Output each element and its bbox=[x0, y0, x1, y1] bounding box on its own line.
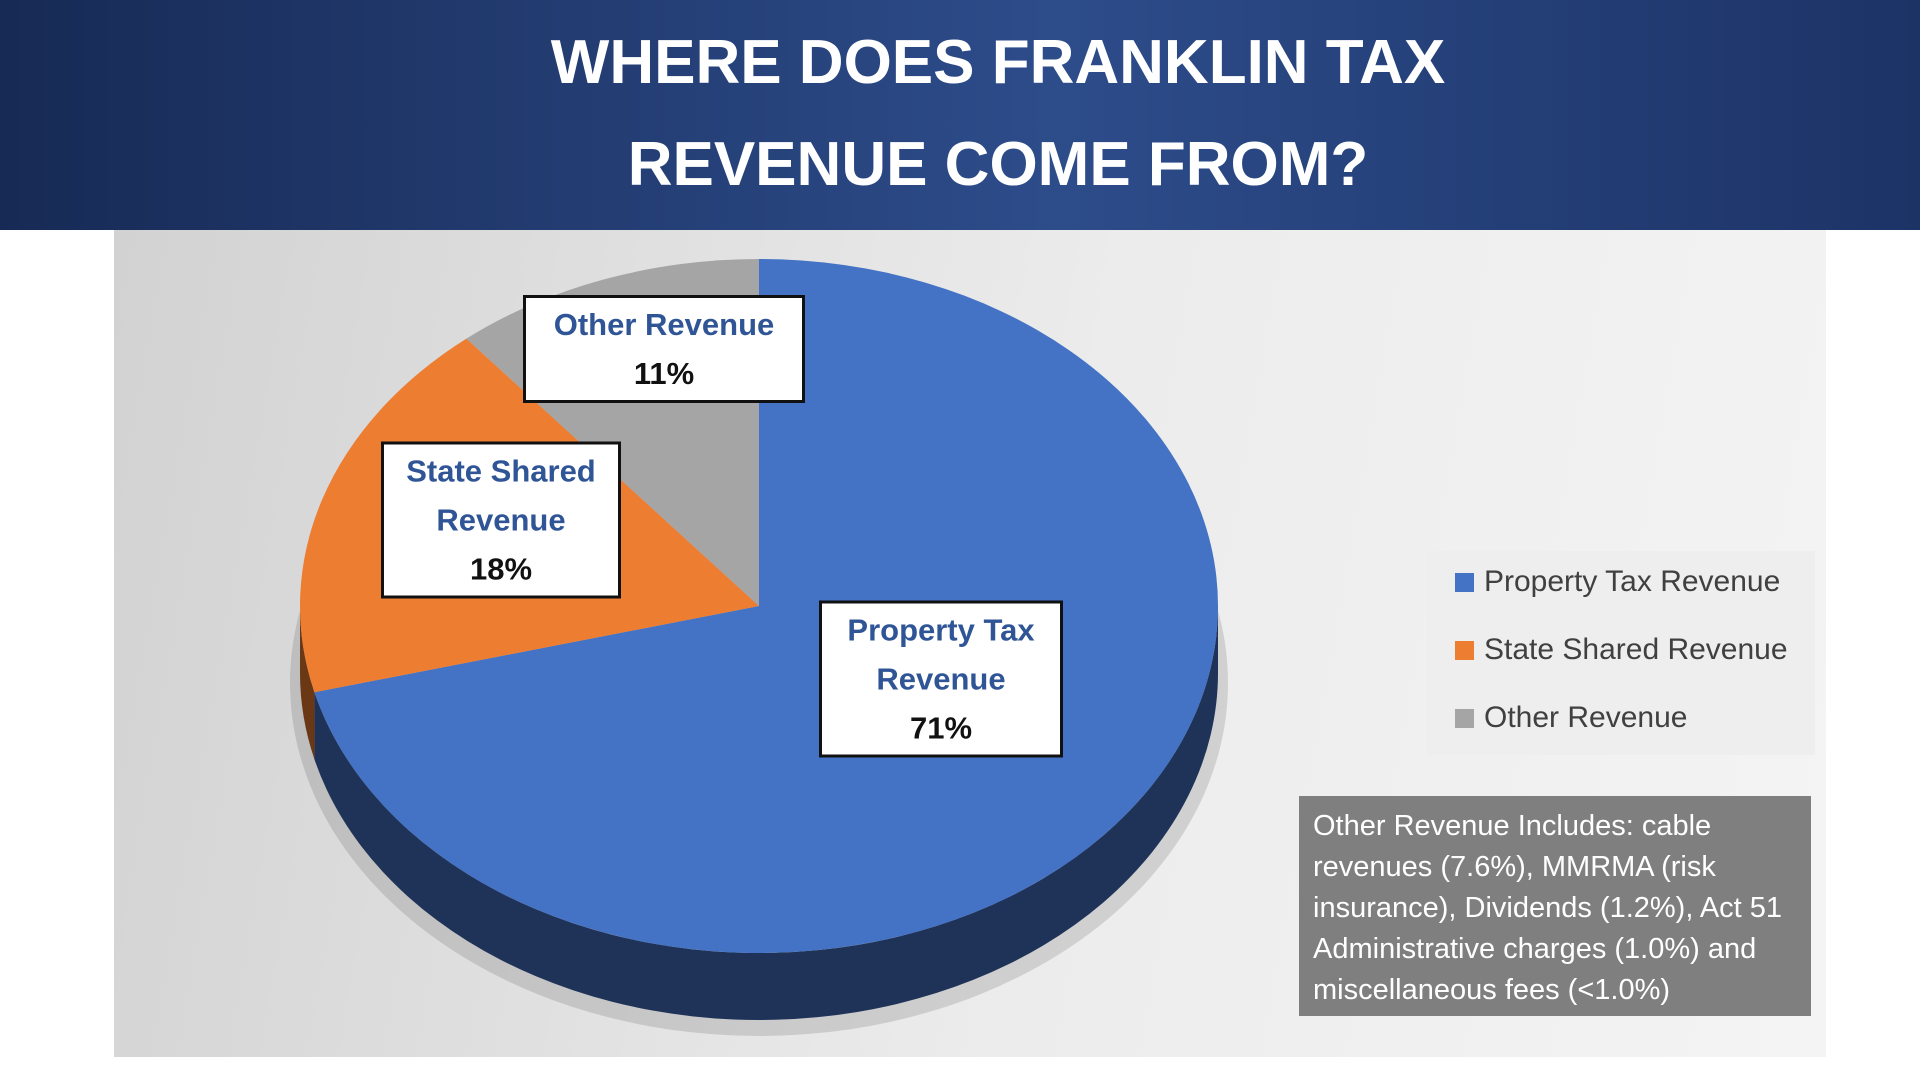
legend-label: Property Tax Revenue bbox=[1484, 565, 1781, 598]
legend-label: Other Revenue bbox=[1484, 701, 1688, 734]
data-label: Other Revenue 11% bbox=[523, 295, 805, 403]
slice-side bbox=[300, 606, 315, 760]
data-label-value: 18% bbox=[469, 551, 533, 587]
data-label-value: 71% bbox=[909, 710, 973, 746]
legend: Property Tax Revenue State Shared Revenue… bbox=[1427, 551, 1815, 755]
legend-swatch bbox=[1455, 640, 1474, 660]
annotation: Other Revenue Includes: cable revenues (… bbox=[1299, 796, 1811, 1016]
chart-title: WHERE DOES FRANKLIN TAX REVENUE COME FRO… bbox=[550, 28, 1446, 199]
legend-label: State Shared Revenue bbox=[1484, 633, 1788, 666]
data-label-category: Property Tax Revenue bbox=[847, 612, 1035, 697]
legend-item: Property Tax Revenue bbox=[1455, 565, 1780, 599]
legend-swatch bbox=[1455, 708, 1474, 728]
legend-item: State Shared Revenue bbox=[1455, 633, 1788, 667]
data-label: State Shared Revenue 18% bbox=[381, 441, 621, 599]
legend-item: Other Revenue bbox=[1455, 701, 1687, 735]
slice bbox=[314, 259, 1219, 953]
data-label: Property Tax Revenue 71% bbox=[819, 600, 1063, 758]
data-label-value: 11% bbox=[633, 356, 695, 391]
data-label-category: State Shared Revenue bbox=[406, 453, 596, 538]
header: WHERE DOES FRANKLIN TAX REVENUE COME FRO… bbox=[0, 0, 1920, 230]
data-label-category: Other Revenue bbox=[553, 307, 775, 342]
slice-side bbox=[314, 606, 1219, 1020]
legend-swatch bbox=[1455, 572, 1474, 592]
